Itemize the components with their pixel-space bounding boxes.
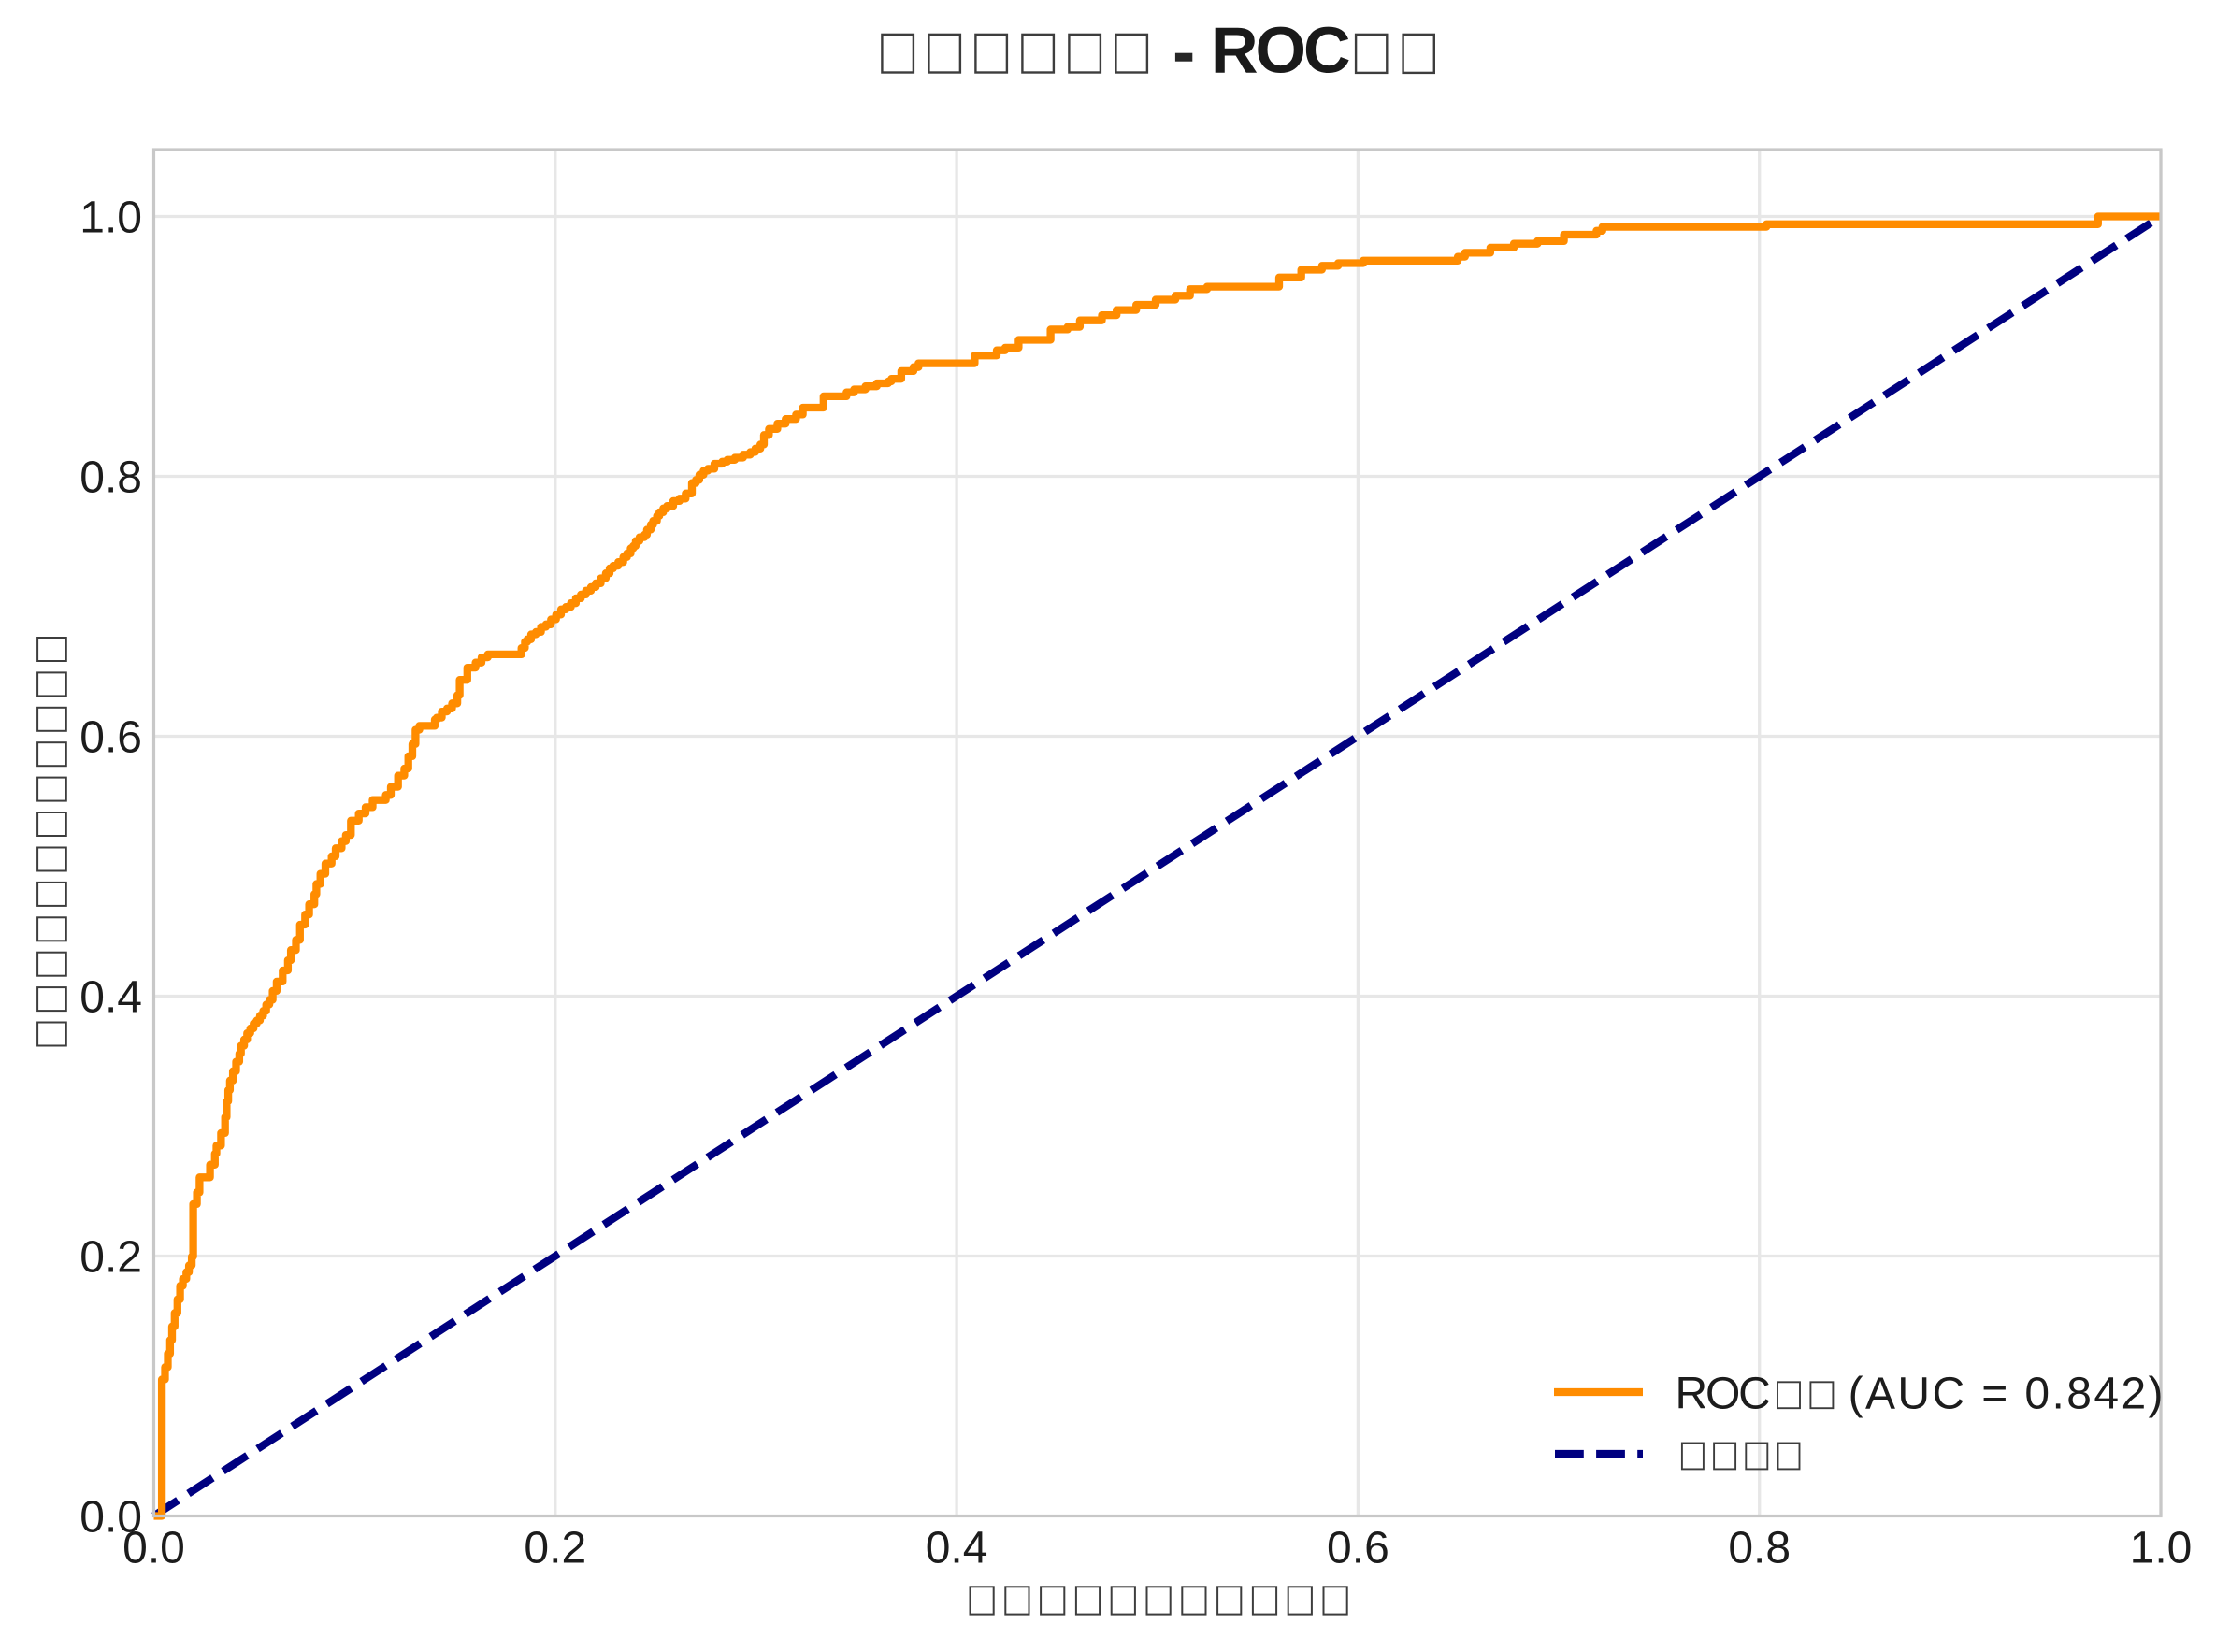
svg-text:0.8: 0.8 bbox=[1728, 1524, 1791, 1573]
svg-text:0.0: 0.0 bbox=[122, 1524, 185, 1573]
svg-text:1.0: 1.0 bbox=[2130, 1524, 2193, 1573]
svg-text:0.6: 0.6 bbox=[79, 712, 142, 762]
svg-text:1.0: 1.0 bbox=[79, 193, 142, 242]
svg-text:ROC: ROC bbox=[1676, 1369, 1770, 1418]
svg-text:0.4: 0.4 bbox=[79, 972, 142, 1022]
svg-text:0.4: 0.4 bbox=[926, 1524, 988, 1573]
svg-text:ROC: ROC bbox=[1211, 14, 1349, 87]
svg-text:0.6: 0.6 bbox=[1327, 1524, 1389, 1573]
svg-text:(AUC = 0.842): (AUC = 0.842) bbox=[1849, 1369, 2166, 1418]
svg-text:0.2: 0.2 bbox=[79, 1232, 142, 1282]
svg-text:0.8: 0.8 bbox=[79, 453, 142, 502]
svg-text:0.0: 0.0 bbox=[79, 1492, 142, 1542]
svg-text:0.2: 0.2 bbox=[524, 1524, 586, 1573]
